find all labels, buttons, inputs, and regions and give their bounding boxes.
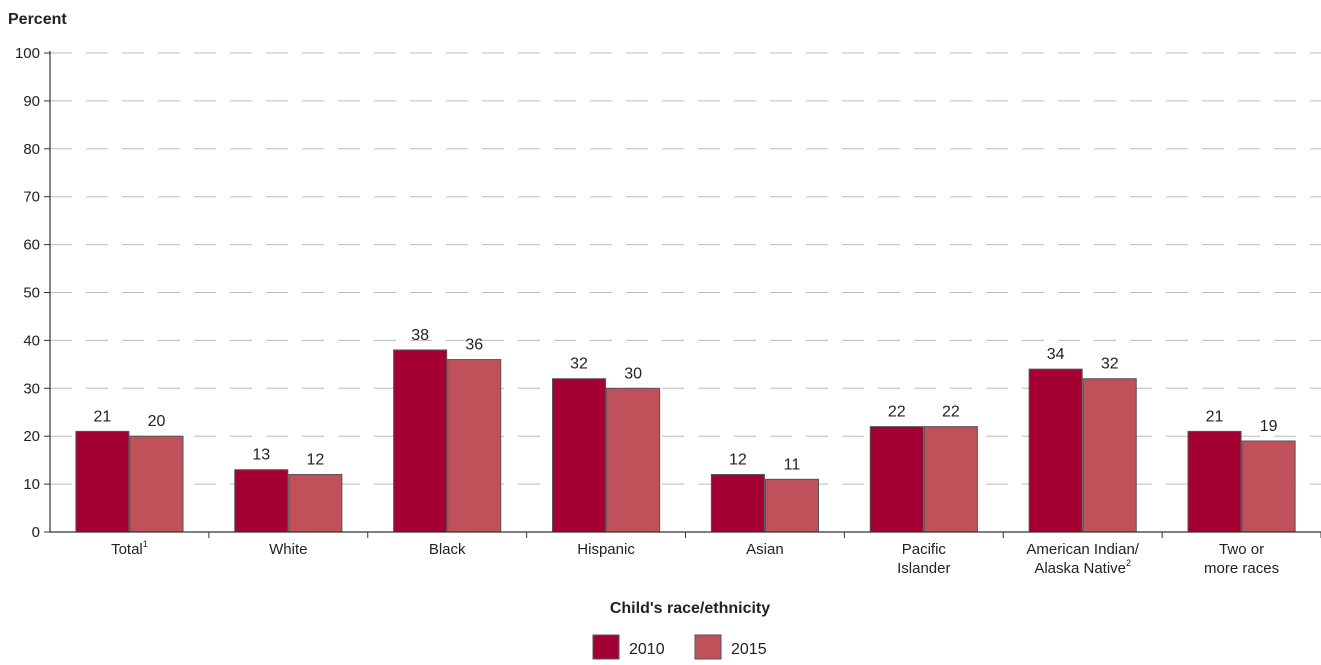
bar-2015-7 <box>1241 440 1296 533</box>
bar-2015-1 <box>288 474 343 533</box>
data-label: 32 <box>570 356 588 373</box>
x-tick-label-text: Black <box>429 541 466 558</box>
data-label: 20 <box>148 413 166 430</box>
data-label: 12 <box>306 452 324 469</box>
data-label: 22 <box>888 404 906 421</box>
data-label: 36 <box>465 337 483 354</box>
y-tick-label: 30 <box>23 380 40 397</box>
x-tick-labels: Total1 White Black Hispanic Asian Pacific Isla… <box>111 532 1321 577</box>
data-label: 13 <box>252 447 270 464</box>
x-tick-label: more races <box>1204 560 1279 577</box>
x-tick-label-text: Asian <box>746 541 784 558</box>
data-label: 32 <box>1101 356 1119 373</box>
x-tick-label-text: Islander <box>897 560 950 577</box>
x-tick-label-text: Alaska Native <box>1034 560 1126 577</box>
legend-swatch <box>694 634 722 660</box>
data-label: 38 <box>411 327 429 344</box>
y-tick-label: 20 <box>23 428 40 445</box>
legend: 2010 2015 <box>592 634 767 660</box>
x-tick-label: Total1 <box>111 539 148 558</box>
x-tick-label-text: more races <box>1204 560 1279 577</box>
x-tick-label-text: White <box>269 541 307 558</box>
bar-2010-2 <box>393 349 448 533</box>
x-tick-label-text: Hispanic <box>577 541 635 558</box>
y-tick-label: 0 <box>32 524 40 541</box>
data-label: 11 <box>784 456 801 473</box>
bar-2015-3 <box>606 387 661 533</box>
x-tick-label: Two or <box>1219 541 1264 558</box>
legend-swatch <box>592 634 620 660</box>
bar-2015-0 <box>129 435 184 533</box>
x-tick-label: Islander <box>897 560 950 577</box>
legend-label: 2015 <box>731 641 767 658</box>
y-tick-label: 90 <box>23 93 40 110</box>
bar-2015-6 <box>1082 378 1137 533</box>
bar-2010-3 <box>551 378 607 533</box>
data-label: 34 <box>1047 346 1065 363</box>
bar-2015-5 <box>923 426 978 533</box>
data-label: 21 <box>94 408 112 425</box>
bars <box>75 349 1296 533</box>
bar-2010-0 <box>75 430 130 533</box>
x-tick-label-text: Two or <box>1219 541 1264 558</box>
data-label: 12 <box>729 452 747 469</box>
bar-2010-6 <box>1028 368 1083 533</box>
y-tick-label: 80 <box>23 141 40 158</box>
y-tick-label: 100 <box>15 45 40 62</box>
x-tick-label-text: American Indian/ <box>1026 541 1139 558</box>
data-label: 21 <box>1206 408 1224 425</box>
y-axis-label: Percent <box>8 11 67 28</box>
data-label: 30 <box>624 365 642 382</box>
y-tick-label: 70 <box>23 189 40 206</box>
bar-2010-4 <box>710 474 765 533</box>
y-tick-labels: 0 10 20 30 40 50 60 70 80 90 100 <box>15 45 50 541</box>
bar-2010-1 <box>234 469 289 533</box>
footnote-marker: 2 <box>1126 558 1131 568</box>
bar-2010-7 <box>1187 430 1242 533</box>
bar-2010-5 <box>869 426 924 533</box>
y-tick-label: 40 <box>23 332 40 349</box>
x-tick-label: Black <box>429 541 466 558</box>
value-labels: 21 20 13 12 38 36 32 30 12 11 22 22 34 32 21 19 <box>94 327 1278 473</box>
x-tick-label: Hispanic <box>577 541 635 558</box>
x-tick-label-text: Pacific <box>902 541 947 558</box>
x-tick-label-text: Total <box>111 541 143 558</box>
x-tick-label: Asian <box>746 541 784 558</box>
y-tick-label: 10 <box>23 476 40 493</box>
y-tick-label: 60 <box>23 237 40 254</box>
bar-2015-4 <box>764 478 820 533</box>
y-tick-label: 50 <box>23 285 40 302</box>
x-axis-label: Child's race/ethnicity <box>610 600 770 617</box>
x-tick-label: White <box>269 541 307 558</box>
bar-2015-2 <box>447 359 502 533</box>
footnote-marker: 1 <box>143 539 148 549</box>
x-tick-label: Alaska Native2 <box>1034 558 1131 577</box>
legend-label: 2010 <box>629 641 665 658</box>
x-tick-label: Pacific <box>902 541 947 558</box>
data-label: 19 <box>1260 418 1278 435</box>
x-tick-label: American Indian/ <box>1026 541 1139 558</box>
data-label: 22 <box>942 404 960 421</box>
